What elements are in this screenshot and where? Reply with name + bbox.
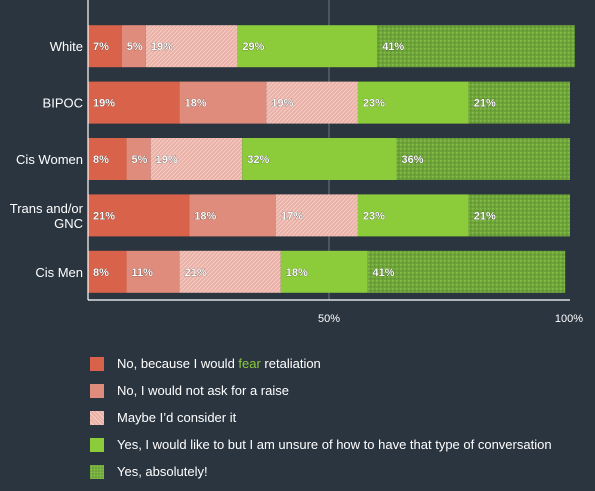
data-label: 7% bbox=[93, 41, 109, 53]
data-label: 21% bbox=[474, 98, 496, 110]
bar-segment bbox=[126, 138, 151, 180]
category-labels: White BIPOC Cis Women Trans and/or GNC Cis Me… bbox=[10, 39, 84, 280]
legend-label: No, because I would fear retaliation bbox=[117, 356, 321, 371]
data-label: 18% bbox=[194, 210, 216, 222]
legend-label: Yes, absolutely! bbox=[117, 464, 208, 479]
bar-segment bbox=[468, 194, 570, 237]
legend-swatch bbox=[90, 464, 104, 479]
bar-segment bbox=[88, 194, 190, 237]
data-label: 21% bbox=[93, 210, 115, 222]
data-label: 21% bbox=[185, 267, 207, 279]
category-label: BIPOC bbox=[43, 96, 83, 111]
legend: No, because I would fear retaliation No,… bbox=[90, 350, 552, 485]
bar-segment bbox=[126, 250, 180, 293]
data-label: 5% bbox=[132, 154, 148, 166]
legend-item-fear-retaliation: No, because I would fear retaliation bbox=[90, 350, 552, 377]
legend-item-absolutely: Yes, absolutely! bbox=[90, 458, 552, 485]
legend-swatch bbox=[90, 437, 104, 452]
data-label: 41% bbox=[382, 41, 404, 53]
bar-segment bbox=[468, 81, 570, 124]
legend-swatch bbox=[90, 383, 104, 398]
bar-segment bbox=[179, 81, 267, 124]
bar-segment bbox=[242, 138, 397, 180]
bar-segment bbox=[280, 250, 368, 293]
x-axis: 50% 100% bbox=[87, 0, 583, 325]
bar-segment bbox=[367, 250, 566, 293]
bar-segment bbox=[357, 81, 469, 124]
bar-segment bbox=[88, 81, 180, 124]
stacked-bar-chart: 7% 5% 19% 29% 41% 19% 18% 19% 23% 21% 8% 5% 19% 32% 36… bbox=[10, 0, 583, 325]
legend-swatch bbox=[90, 356, 104, 371]
bar-segment bbox=[396, 138, 570, 180]
data-label: 36% bbox=[401, 154, 423, 166]
bar-segments: 7% 5% 19% 29% 41% 19% 18% 19% 23% 21% 8% 5% 19% 32% 36… bbox=[88, 25, 575, 293]
data-label: 23% bbox=[363, 98, 385, 110]
data-label: 18% bbox=[185, 98, 207, 110]
data-label: 32% bbox=[247, 154, 269, 166]
legend-label-text: retaliation bbox=[260, 356, 321, 371]
data-label: 19% bbox=[271, 98, 293, 110]
bar-segment bbox=[189, 194, 276, 237]
bar-segment bbox=[179, 250, 281, 293]
data-label: 11% bbox=[132, 267, 154, 279]
data-label: 21% bbox=[474, 210, 496, 222]
bar-segment bbox=[88, 138, 127, 180]
legend-label: Yes, I would like to but I am unsure of … bbox=[117, 437, 552, 452]
legend-label: Maybe I’d consider it bbox=[117, 410, 237, 425]
data-label: 23% bbox=[363, 210, 385, 222]
x-tick-label: 50% bbox=[318, 313, 340, 325]
data-label: 29% bbox=[242, 41, 264, 53]
bar-segment bbox=[88, 25, 122, 68]
bar-segment bbox=[237, 25, 378, 68]
legend-label: No, I would not ask for a raise bbox=[117, 383, 289, 398]
data-label: 17% bbox=[281, 210, 303, 222]
bar-segment bbox=[150, 138, 243, 180]
bar-segment bbox=[145, 25, 238, 68]
bar-segment bbox=[266, 81, 358, 124]
data-label: 18% bbox=[286, 267, 308, 279]
bar-segment bbox=[121, 25, 146, 68]
legend-label-highlight: fear bbox=[238, 356, 261, 371]
legend-swatch bbox=[90, 410, 104, 425]
bar-segment bbox=[377, 25, 575, 68]
category-label: Cis Men bbox=[35, 265, 83, 280]
category-label: Trans and/or GNC bbox=[10, 201, 84, 231]
category-label: White bbox=[50, 39, 83, 54]
data-label: 8% bbox=[93, 267, 109, 279]
data-label: 19% bbox=[93, 98, 115, 110]
category-label: Cis Women bbox=[16, 152, 83, 167]
data-label: 5% bbox=[127, 41, 143, 53]
legend-item-maybe: Maybe I’d consider it bbox=[90, 404, 552, 431]
bar-segment bbox=[275, 194, 358, 237]
legend-label-text: No, because I would bbox=[117, 356, 239, 371]
data-label: 8% bbox=[93, 154, 109, 166]
x-tick-label: 100% bbox=[555, 313, 583, 325]
bar-segment bbox=[357, 194, 469, 237]
legend-item-unsure: Yes, I would like to but I am unsure of … bbox=[90, 431, 552, 458]
data-label: 41% bbox=[373, 267, 395, 279]
data-label: 19% bbox=[156, 154, 178, 166]
bar-segment bbox=[88, 250, 127, 293]
data-label: 19% bbox=[151, 41, 173, 53]
legend-item-not-ask: No, I would not ask for a raise bbox=[90, 377, 552, 404]
